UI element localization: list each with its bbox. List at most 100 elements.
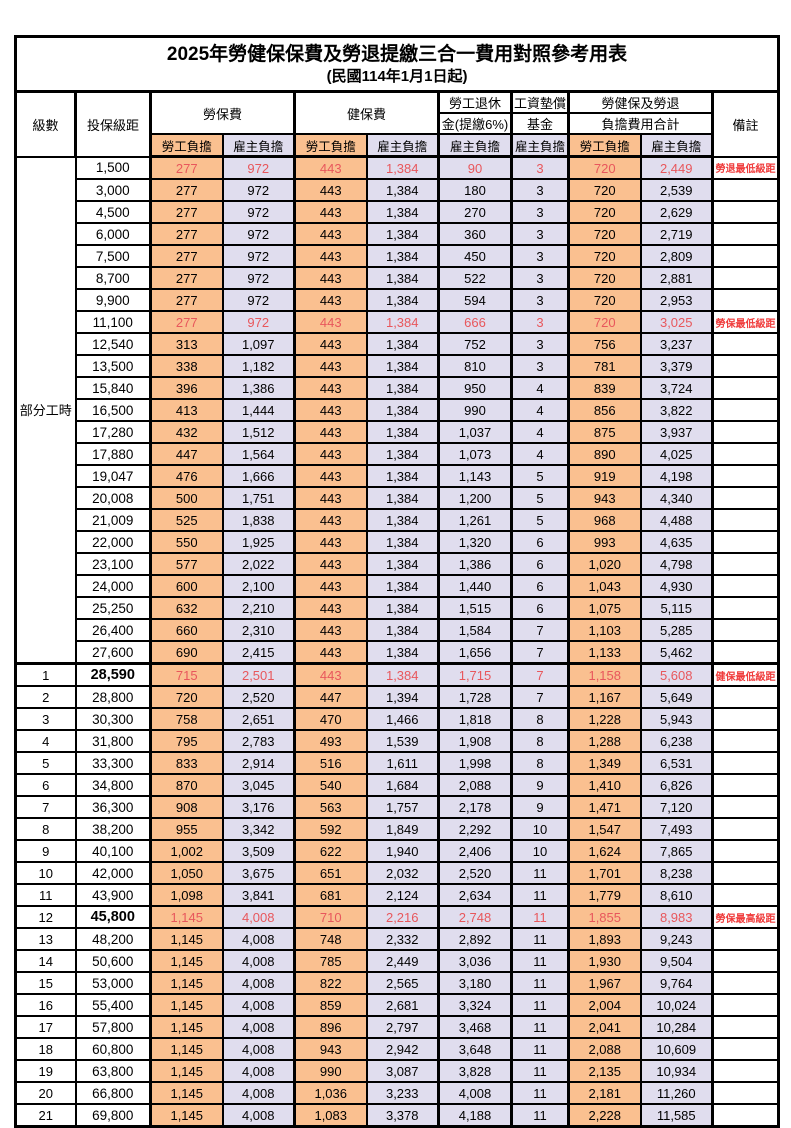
table-row: 6,000 277 972 443 1,384 360 3 720 2,719	[16, 222, 780, 246]
value-cell: 1,050	[149, 861, 224, 885]
bracket-cell: 3,000	[74, 178, 152, 202]
value-cell: 972	[221, 288, 296, 312]
value-cell: 3,025	[639, 310, 714, 334]
table-row: 14 50,600 1,145 4,008 785 2,449 3,036 11 1,930 9,…	[14, 949, 780, 973]
value-cell: 443	[293, 464, 368, 488]
value-cell: 522	[437, 266, 513, 290]
table-row: 22,000 550 1,925 443 1,384 1,320 6 993 4,635	[16, 530, 780, 554]
value-cell: 443	[293, 376, 368, 400]
value-cell: 2,629	[639, 200, 714, 224]
note-cell	[710, 442, 780, 466]
level-cell: 12	[14, 905, 77, 929]
value-cell: 859	[293, 993, 368, 1017]
value-cell: 6	[510, 596, 570, 620]
value-cell: 10,024	[639, 993, 714, 1017]
bracket-cell: 30,300	[74, 707, 152, 731]
value-cell: 5,649	[639, 685, 714, 709]
value-cell: 1,075	[567, 596, 642, 620]
value-cell: 1,037	[437, 420, 513, 444]
value-cell: 2,088	[567, 1037, 642, 1061]
value-cell: 277	[149, 288, 224, 312]
table-row: 9,900 277 972 443 1,384 594 3 720 2,953	[16, 288, 780, 312]
bracket-cell: 16,500	[74, 398, 152, 422]
value-cell: 516	[293, 751, 368, 775]
value-cell: 972	[221, 222, 296, 246]
value-cell: 10,284	[639, 1015, 714, 1039]
subheader-health-employee: 勞工負擔	[293, 133, 368, 158]
value-cell: 1,261	[437, 508, 513, 532]
note-cell	[710, 530, 780, 554]
value-cell: 2,041	[567, 1015, 642, 1039]
value-cell: 810	[437, 354, 513, 378]
value-cell: 1,386	[221, 376, 296, 400]
value-cell: 4,488	[639, 508, 714, 532]
value-cell: 822	[293, 971, 368, 995]
table-row: 17 57,800 1,145 4,008 896 2,797 3,468 11 2,041 10…	[14, 1015, 780, 1039]
level-cell: 17	[14, 1015, 77, 1039]
value-cell: 1,384	[365, 464, 440, 488]
table-row: 12,540 313 1,097 443 1,384 752 3 756 3,237	[16, 332, 780, 356]
value-cell: 447	[293, 685, 368, 709]
table-row: 13,500 338 1,182 443 1,384 810 3 781 3,379	[16, 354, 780, 378]
bracket-cell: 34,800	[74, 773, 152, 797]
value-cell: 476	[149, 464, 224, 488]
value-cell: 720	[567, 200, 642, 224]
bracket-cell: 50,600	[74, 949, 152, 973]
value-cell: 277	[149, 310, 224, 334]
value-cell: 833	[149, 751, 224, 775]
value-cell: 2,520	[221, 685, 296, 709]
value-cell: 1,145	[149, 971, 224, 995]
value-cell: 5	[510, 486, 570, 510]
value-cell: 3,468	[437, 1015, 513, 1039]
table-row: 16 55,400 1,145 4,008 859 2,681 3,324 11 2,004 10…	[14, 993, 780, 1017]
value-cell: 955	[149, 817, 224, 841]
value-cell: 720	[567, 266, 642, 290]
value-cell: 1,715	[437, 662, 513, 687]
value-cell: 1,384	[365, 596, 440, 620]
value-cell: 396	[149, 376, 224, 400]
value-cell: 890	[567, 442, 642, 466]
value-cell: 908	[149, 795, 224, 819]
level-cell: 3	[14, 707, 77, 731]
value-cell: 447	[149, 442, 224, 466]
value-cell: 525	[149, 508, 224, 532]
value-cell: 432	[149, 420, 224, 444]
value-cell: 990	[437, 398, 513, 422]
value-cell: 3	[510, 222, 570, 246]
value-cell: 493	[293, 729, 368, 753]
value-cell: 443	[293, 508, 368, 532]
value-cell: 720	[567, 244, 642, 268]
value-cell: 4,930	[639, 574, 714, 598]
value-cell: 1,384	[365, 155, 440, 180]
bracket-cell: 22,000	[74, 530, 152, 554]
value-cell: 3	[510, 354, 570, 378]
value-cell: 3,237	[639, 332, 714, 356]
value-cell: 1,384	[365, 530, 440, 554]
note-cell	[710, 1037, 780, 1061]
value-cell: 919	[567, 464, 642, 488]
value-cell: 2,415	[221, 640, 296, 665]
value-cell: 3,648	[437, 1037, 513, 1061]
value-cell: 1,384	[365, 354, 440, 378]
value-cell: 2,022	[221, 552, 296, 576]
note-cell	[710, 729, 780, 753]
value-cell: 443	[293, 420, 368, 444]
value-cell: 443	[293, 222, 368, 246]
value-cell: 3,828	[437, 1059, 513, 1083]
value-cell: 715	[149, 662, 224, 687]
table-row: 20,008 500 1,751 443 1,384 1,200 5 943 4,340	[16, 486, 780, 510]
value-cell: 2,100	[221, 574, 296, 598]
table-row: 10 42,000 1,050 3,675 651 2,032 2,520 11 1,701 8,…	[14, 861, 780, 885]
value-cell: 443	[293, 618, 368, 642]
col-group-pension-line2: 金(提繳6%)	[437, 112, 513, 135]
value-cell: 3	[510, 332, 570, 356]
value-cell: 10	[510, 839, 570, 863]
value-cell: 1,145	[149, 1059, 224, 1083]
value-cell: 450	[437, 244, 513, 268]
value-cell: 943	[293, 1037, 368, 1061]
value-cell: 6	[510, 530, 570, 554]
value-cell: 443	[293, 530, 368, 554]
value-cell: 7,120	[639, 795, 714, 819]
value-cell: 2,310	[221, 618, 296, 642]
value-cell: 550	[149, 530, 224, 554]
